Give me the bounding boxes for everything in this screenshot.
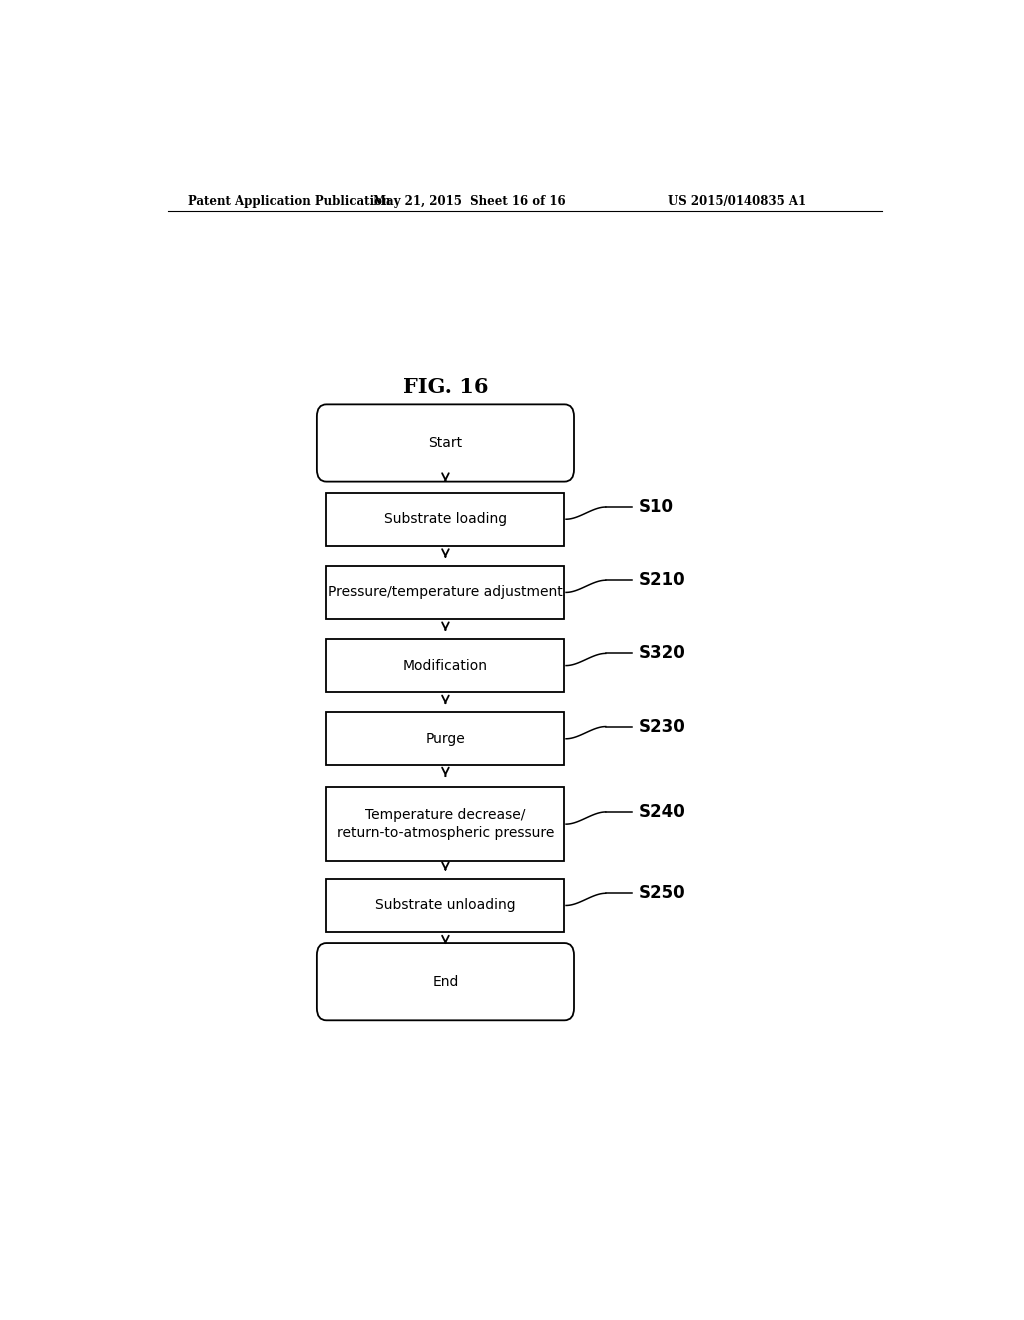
Text: Temperature decrease/
return-to-atmospheric pressure: Temperature decrease/ return-to-atmosphe… xyxy=(337,808,554,840)
Text: Start: Start xyxy=(428,436,463,450)
Text: Substrate loading: Substrate loading xyxy=(384,512,507,527)
FancyBboxPatch shape xyxy=(316,942,574,1020)
Text: S230: S230 xyxy=(638,718,685,735)
FancyBboxPatch shape xyxy=(327,879,564,932)
Text: FIG. 16: FIG. 16 xyxy=(402,378,488,397)
Text: End: End xyxy=(432,974,459,989)
Text: US 2015/0140835 A1: US 2015/0140835 A1 xyxy=(668,195,806,209)
FancyBboxPatch shape xyxy=(327,713,564,766)
Text: S320: S320 xyxy=(638,644,685,663)
FancyBboxPatch shape xyxy=(327,566,564,619)
FancyBboxPatch shape xyxy=(327,639,564,692)
Text: Substrate unloading: Substrate unloading xyxy=(375,899,516,912)
Text: May 21, 2015  Sheet 16 of 16: May 21, 2015 Sheet 16 of 16 xyxy=(373,195,565,209)
FancyBboxPatch shape xyxy=(327,492,564,545)
Text: S210: S210 xyxy=(638,572,685,589)
Text: S240: S240 xyxy=(638,803,685,821)
Text: S250: S250 xyxy=(638,884,685,903)
FancyBboxPatch shape xyxy=(327,787,564,861)
Text: S10: S10 xyxy=(638,498,674,516)
Text: Patent Application Publication: Patent Application Publication xyxy=(187,195,390,209)
Text: Modification: Modification xyxy=(402,659,488,673)
Text: Pressure/temperature adjustment: Pressure/temperature adjustment xyxy=(328,585,563,599)
FancyBboxPatch shape xyxy=(316,404,574,482)
Text: Purge: Purge xyxy=(426,731,465,746)
